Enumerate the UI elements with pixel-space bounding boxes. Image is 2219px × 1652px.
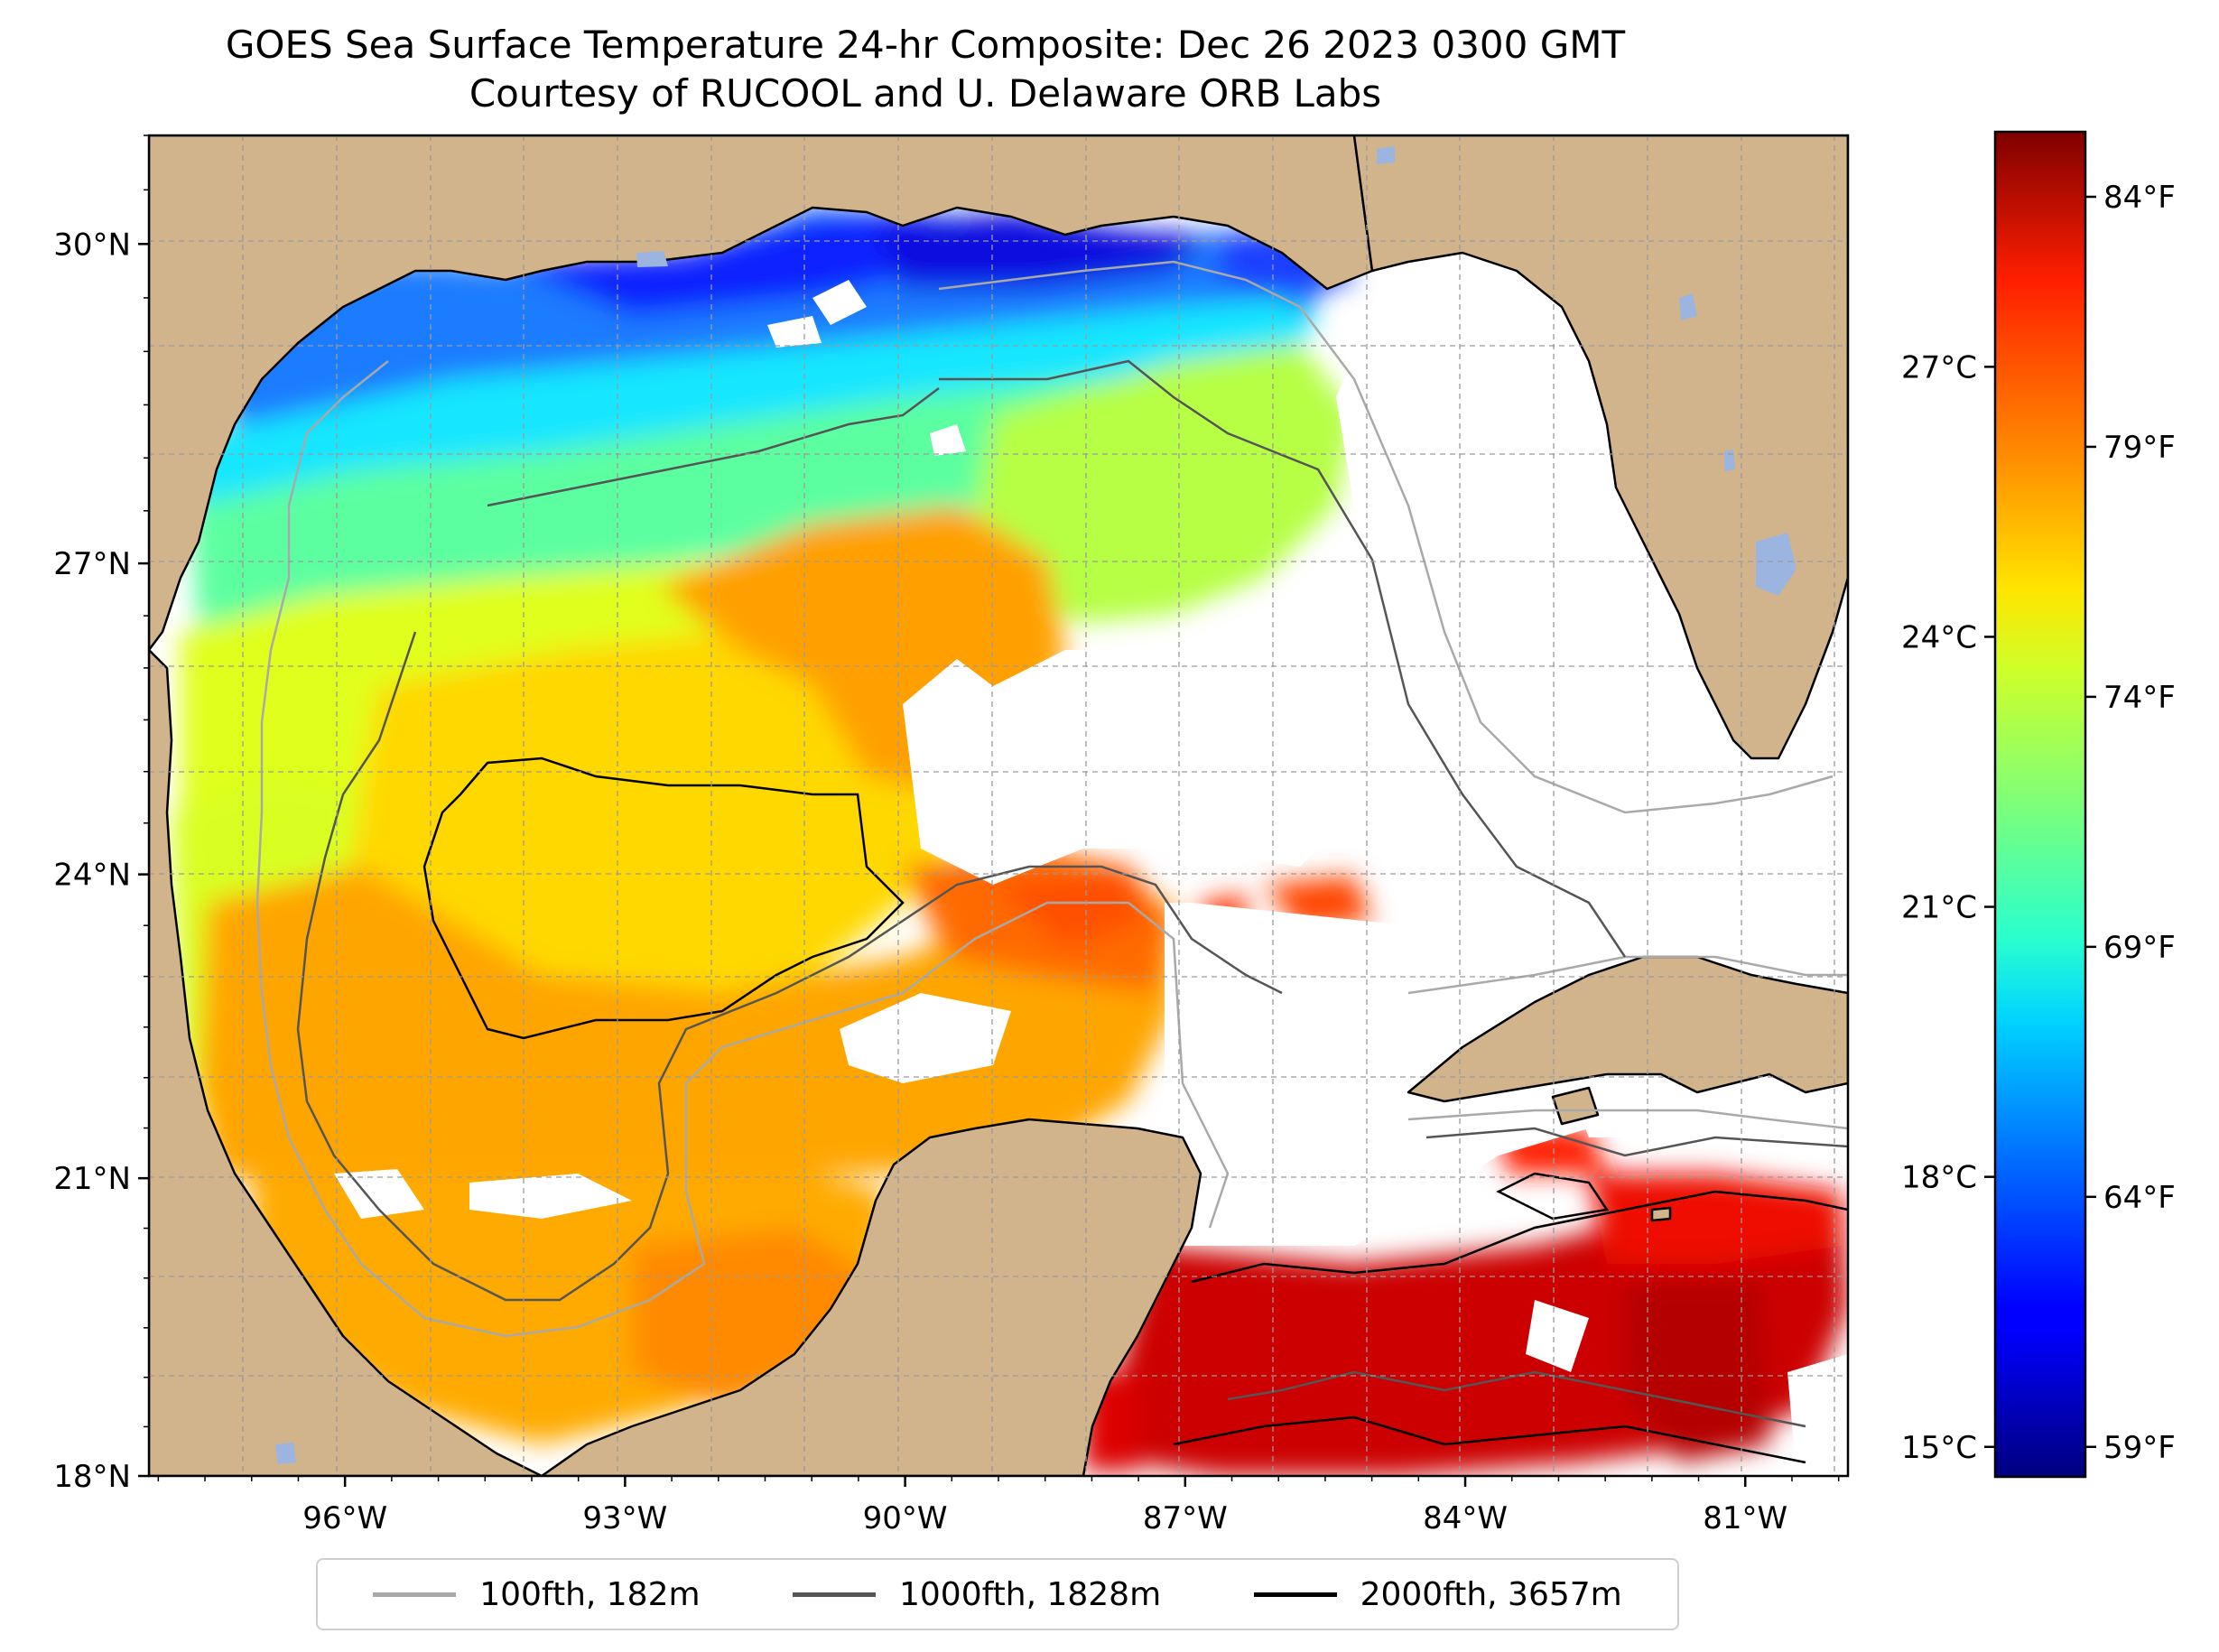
lon-tick-label: 90°W bbox=[863, 1500, 948, 1536]
lon-tick-label: 93°W bbox=[582, 1500, 667, 1536]
colorbar bbox=[1993, 130, 2087, 1479]
lakes bbox=[275, 146, 1797, 1464]
lat-tick-label: 24°N bbox=[53, 858, 131, 894]
celsius-tick-label: 27°C bbox=[1901, 349, 1977, 385]
fahrenheit-tick-label: 69°F bbox=[2103, 930, 2176, 966]
map-title: GOES Sea Surface Temperature 24-hr Compo… bbox=[225, 23, 1626, 67]
fahrenheit-tick-label: 59°F bbox=[2103, 1430, 2176, 1466]
legend-item-1000fth: 1000fth, 1828m bbox=[792, 1575, 1162, 1613]
bathymetry-1000fth bbox=[296, 359, 1848, 1428]
legend-label-1000fth: 1000fth, 1828m bbox=[898, 1575, 1162, 1613]
legend-swatch-100fth bbox=[373, 1592, 457, 1597]
legend-label-2000fth: 2000fth, 3657m bbox=[1360, 1575, 1622, 1613]
fahrenheit-tick-label: 74°F bbox=[2103, 680, 2176, 716]
fahrenheit-tick-label: 79°F bbox=[2103, 430, 2176, 466]
land bbox=[149, 135, 1848, 1476]
legend-swatch-2000fth bbox=[1253, 1592, 1337, 1597]
sst-field bbox=[172, 208, 1848, 1476]
gridlines bbox=[149, 135, 1848, 1476]
map-area bbox=[149, 135, 1848, 1476]
lat-tick-label: 21°N bbox=[53, 1161, 131, 1197]
latitude-axis: 30°N 27°N 24°N 21°N 18°N bbox=[53, 135, 149, 1495]
celsius-tick-label: 18°C bbox=[1901, 1160, 1977, 1196]
colorbar-fahrenheit-axis: 84°F 79°F 74°F 69°F 64°F 59°F bbox=[2085, 180, 2176, 1466]
lon-tick-label: 84°W bbox=[1423, 1500, 1508, 1536]
bathymetry-100fth bbox=[255, 260, 1848, 1338]
legend-swatch-1000fth bbox=[792, 1592, 876, 1597]
celsius-tick-label: 15°C bbox=[1901, 1430, 1977, 1466]
lat-tick-label: 18°N bbox=[53, 1459, 131, 1495]
fahrenheit-tick-label: 64°F bbox=[2103, 1180, 2176, 1216]
contour-legend: 100fth, 182m 1000fth, 1828m 2000fth, 365… bbox=[316, 1558, 1679, 1630]
lon-tick-label: 96°W bbox=[302, 1500, 387, 1536]
lon-tick-label: 87°W bbox=[1143, 1500, 1228, 1536]
lat-tick-label: 27°N bbox=[53, 546, 131, 582]
legend-item-100fth: 100fth, 182m bbox=[373, 1575, 701, 1613]
map-subtitle: Courtesy of RUCOOL and U. Delaware ORB L… bbox=[469, 71, 1382, 116]
fahrenheit-tick-label: 84°F bbox=[2103, 180, 2176, 216]
lake-okeechobee bbox=[1756, 533, 1797, 596]
celsius-tick-label: 21°C bbox=[1901, 890, 1977, 926]
celsius-tick-label: 24°C bbox=[1901, 619, 1977, 655]
legend-label-100fth: 100fth, 182m bbox=[479, 1575, 701, 1613]
lon-tick-label: 81°W bbox=[1703, 1500, 1787, 1536]
legend-item-2000fth: 2000fth, 3657m bbox=[1253, 1575, 1622, 1613]
longitude-axis: 96°W 93°W 90°W 87°W 84°W 81°W bbox=[157, 1476, 1840, 1536]
lat-tick-label: 30°N bbox=[53, 227, 131, 263]
colorbar-celsius-axis: 27°C 24°C 21°C 18°C 15°C bbox=[1901, 349, 1995, 1466]
